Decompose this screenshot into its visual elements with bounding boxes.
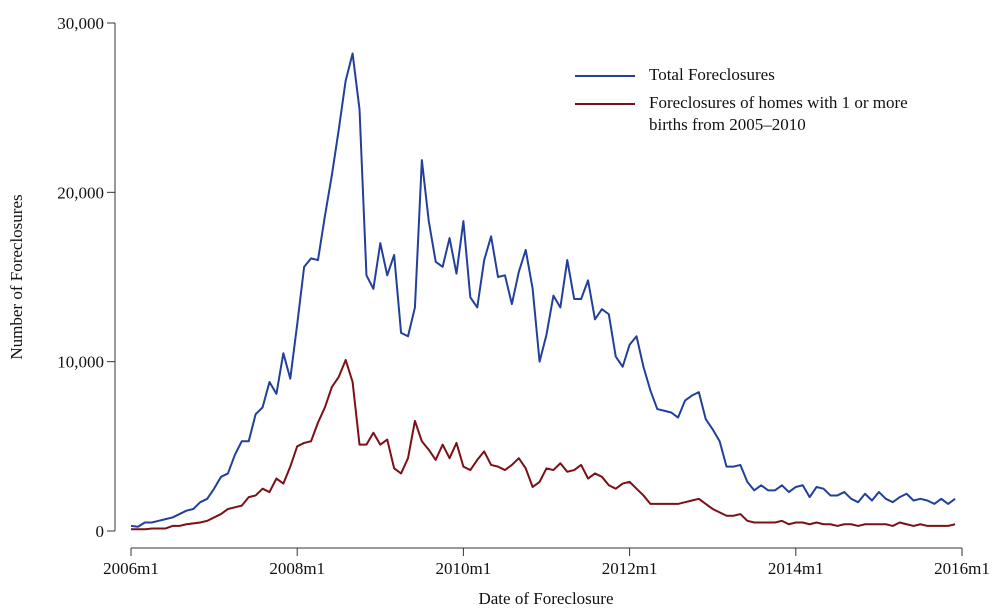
x-axis-title: Date of Foreclosure (478, 589, 613, 608)
series-line (130, 52, 956, 528)
legend-item: Foreclosures of homes with 1 or more bir… (575, 92, 949, 136)
x-tick-label: 2008m1 (269, 559, 325, 578)
x-tick-label: 2014m1 (768, 559, 824, 578)
legend-swatch (575, 103, 635, 105)
y-tick-label: 0 (96, 522, 105, 541)
x-tick-label: 2012m1 (602, 559, 658, 578)
legend-swatch (575, 75, 635, 77)
legend-label: Total Foreclosures (649, 65, 775, 84)
x-tick-label: 2010m1 (436, 559, 492, 578)
x-tick-label: 2006m1 (103, 559, 159, 578)
legend-item: Total Foreclosures (575, 64, 949, 86)
y-axis-title: Number of Foreclosures (7, 194, 26, 359)
y-tick-label: 10,000 (57, 353, 104, 372)
y-tick-label: 30,000 (57, 14, 104, 33)
legend-label: Foreclosures of homes with 1 or more bir… (649, 93, 908, 134)
y-tick-label: 20,000 (57, 183, 104, 202)
legend: Total Foreclosures Foreclosures of homes … (575, 64, 949, 142)
series-line (131, 358, 956, 531)
x-tick-label: 2016m1 (934, 559, 990, 578)
